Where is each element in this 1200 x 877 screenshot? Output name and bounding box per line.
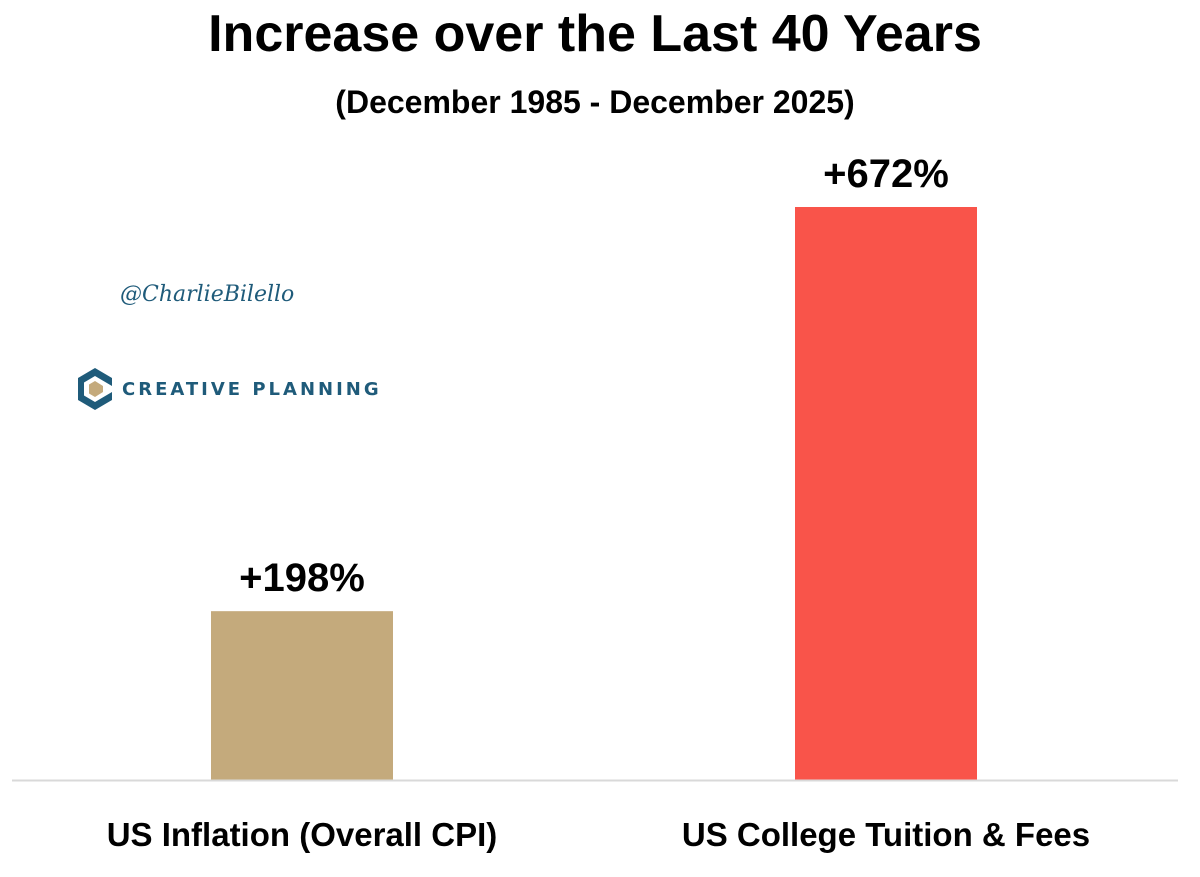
category-label-2: US College Tuition & Fees bbox=[682, 816, 1090, 853]
data-label-2: +672% bbox=[823, 152, 949, 196]
creative-planning-logo: CREATIVE PLANNING bbox=[78, 368, 382, 410]
category-label-1: US Inflation (Overall CPI) bbox=[107, 816, 498, 853]
bar-2 bbox=[795, 207, 977, 780]
data-label-1: +198% bbox=[239, 556, 365, 600]
author-handle: @CharlieBilello bbox=[120, 282, 295, 307]
chart-title: Increase over the Last 40 Years bbox=[208, 5, 982, 63]
creative-planning-logo-icon bbox=[78, 368, 112, 410]
logo-wordmark: CREATIVE PLANNING bbox=[122, 378, 382, 400]
bar-1 bbox=[211, 611, 393, 780]
chart-subtitle: (December 1985 - December 2025) bbox=[335, 84, 855, 120]
